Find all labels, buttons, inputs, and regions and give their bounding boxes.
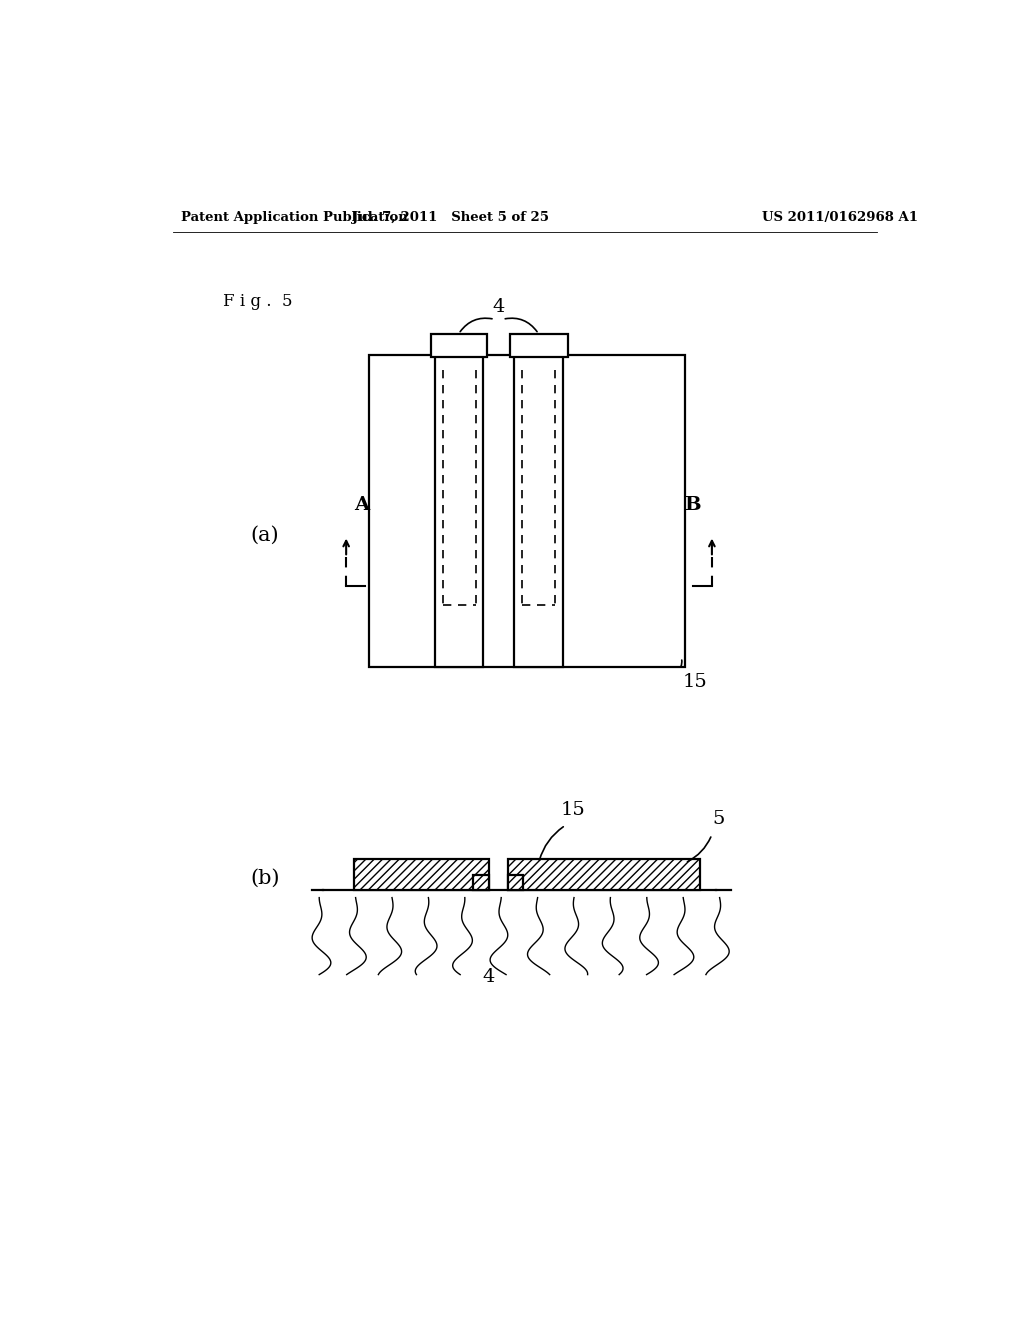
Text: Patent Application Publication: Patent Application Publication — [180, 211, 408, 224]
Bar — [514, 355, 563, 667]
Text: 5: 5 — [712, 810, 724, 829]
Text: A: A — [354, 496, 369, 515]
Bar — [431, 334, 487, 358]
Text: 4: 4 — [482, 968, 495, 986]
Text: 15: 15 — [561, 801, 586, 818]
Bar — [435, 355, 483, 667]
Text: 4: 4 — [493, 298, 505, 317]
Text: Jul. 7, 2011   Sheet 5 of 25: Jul. 7, 2011 Sheet 5 of 25 — [351, 211, 549, 224]
Bar — [508, 859, 700, 890]
Text: (b): (b) — [250, 869, 280, 888]
Text: B: B — [684, 496, 701, 515]
Text: F i g .  5: F i g . 5 — [223, 293, 293, 310]
Bar — [510, 334, 568, 358]
Bar — [370, 355, 685, 667]
Text: US 2011/0162968 A1: US 2011/0162968 A1 — [762, 211, 918, 224]
Text: (a): (a) — [250, 527, 279, 545]
Text: 15: 15 — [683, 673, 708, 690]
Bar — [473, 875, 488, 890]
Bar — [508, 875, 523, 890]
Bar — [354, 859, 488, 890]
